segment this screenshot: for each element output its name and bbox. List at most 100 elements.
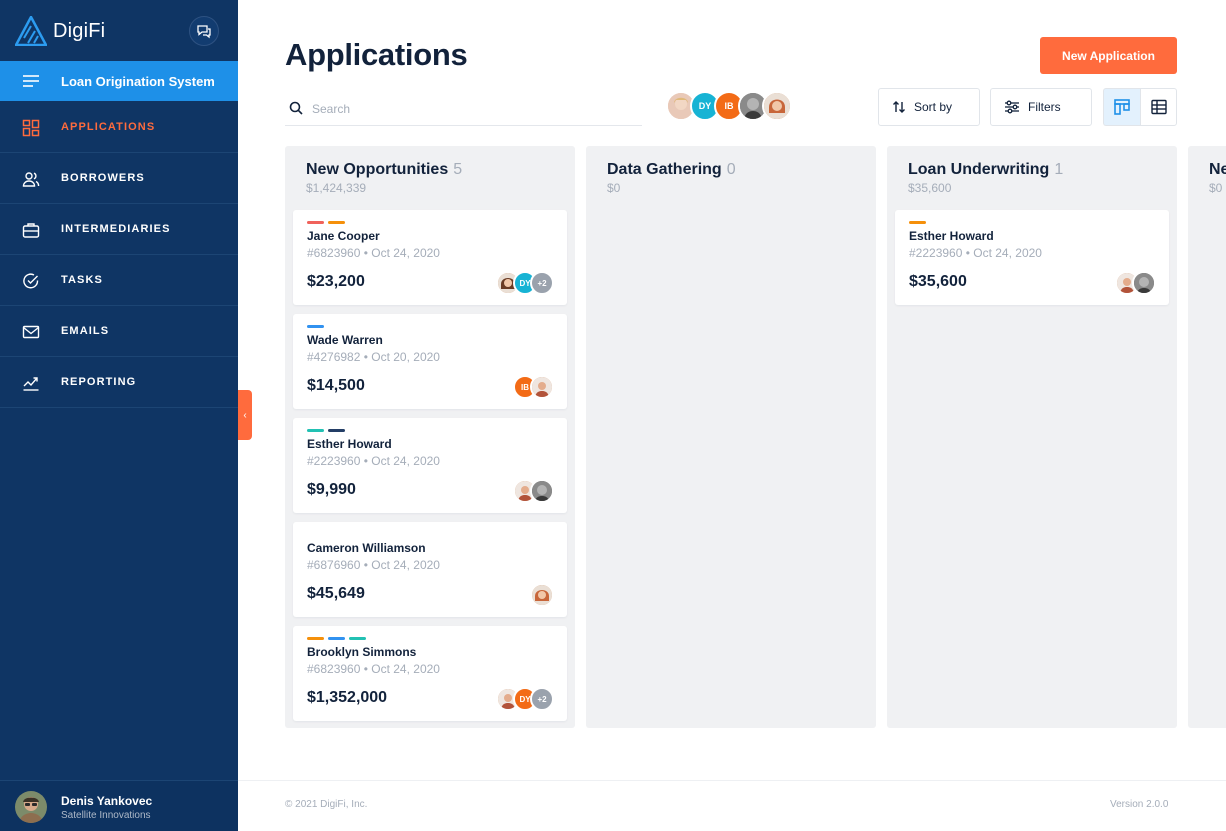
column-total: $35,600 [908,181,952,195]
avatar[interactable] [762,91,792,121]
tag [307,325,324,328]
user-company: Satellite Innovations [61,810,151,821]
table-view-toggle[interactable] [1140,88,1177,126]
tag [328,637,345,640]
column-total: $1,424,339 [306,181,367,195]
chat-icon [197,25,211,39]
grid-icon [22,119,40,137]
column-header: Ne [1209,161,1226,179]
avatar [530,375,554,399]
tag [328,221,345,224]
chart-line-icon [23,377,39,391]
card-borrower-name: Wade Warren [307,333,383,347]
application-card[interactable]: Cameron Williamson #6876960 • Oct 24, 20… [293,522,567,617]
card-meta: #2223960 • Oct 24, 2020 [909,246,1042,260]
sidebar-item-borrowers[interactable]: BORROWERS [0,153,238,204]
card-borrower-name: Esther Howard [909,229,994,243]
board-column-loan-underwriting: Loan Underwriting 1 $35,600 Esther Howard… [887,146,1177,728]
sidebar: DigiFi Loan Origination System APPLICATI… [0,0,238,831]
avatar[interactable] [738,91,768,121]
system-label: Loan Origination System [61,73,215,89]
column-title: Ne [1209,161,1226,178]
sidebar-collapse-button[interactable]: ‹ [238,390,252,440]
check-circle-icon [23,273,39,289]
board-column-next: Ne $0 [1188,146,1226,728]
user-profile[interactable]: Denis Yankovec Satellite Innovations [0,780,238,831]
table-view-icon [1150,99,1167,115]
board-view-icon [1114,99,1130,115]
chevron-left-icon: ‹ [243,409,247,421]
digifi-logo-icon [15,16,47,46]
card-tags [307,221,345,224]
tag [307,637,324,640]
column-total: $0 [1209,181,1223,195]
card-meta: #4276982 • Oct 20, 2020 [307,350,440,364]
new-application-button[interactable]: New Application [1040,37,1177,74]
board-column-new-opportunities: New Opportunities 5 $1,424,339 Jane Coope… [285,146,575,728]
application-card[interactable]: Esther Howard #2223960 • Oct 24, 2020 $9… [293,418,567,513]
tag [349,637,366,640]
column-header: New Opportunities 5 [306,161,462,179]
tag [909,221,926,224]
system-switcher[interactable]: Loan Origination System [0,61,238,101]
sort-arrows-icon [893,101,905,113]
application-card[interactable]: Jane Cooper #6823960 • Oct 24, 2020 $23,… [293,210,567,305]
footer-copyright: © 2021 DigiFi, Inc. [285,799,368,810]
column-title: Loan Underwriting [908,161,1050,178]
card-amount: $1,352,000 [307,689,388,706]
page-title: Applications [285,37,468,72]
column-count: 0 [726,161,736,178]
card-borrower-name: Brooklyn Simmons [307,645,417,659]
sidebar-item-tasks[interactable]: TASKS [0,255,238,306]
brand-name: DigiFi [53,19,106,42]
card-tags [307,429,345,432]
card-assignees [530,583,554,607]
user-avatar [15,791,47,823]
application-card[interactable]: Wade Warren #4276982 • Oct 20, 2020 $14,… [293,314,567,409]
card-assignees [1115,271,1156,295]
search-input[interactable] [312,96,632,122]
tag [307,221,324,224]
card-meta: #6823960 • Oct 24, 2020 [307,246,440,260]
board-column-clip: Ne $0 [1188,146,1226,728]
card-amount: $9,990 [307,481,356,498]
card-tags [909,221,926,224]
sidebar-item-label: EMAILS [61,325,110,337]
avatar [530,479,554,503]
column-total: $0 [607,181,621,195]
sidebar-item-intermediaries[interactable]: INTERMEDIARIES [0,204,238,255]
card-borrower-name: Cameron Williamson [307,541,426,555]
sidebar-item-applications[interactable]: APPLICATIONS [0,102,238,153]
filters-label: Filters [1028,100,1061,114]
tag [307,429,324,432]
sort-label: Sort by [914,100,953,114]
card-borrower-name: Esther Howard [307,437,392,451]
card-assignees: IB [513,375,554,399]
sidebar-item-label: APPLICATIONS [61,121,156,133]
avatar [530,583,554,607]
sidebar-item-label: REPORTING [61,376,137,388]
briefcase-icon [22,223,40,238]
search-icon [289,101,303,115]
application-card[interactable]: Brooklyn Simmons #6823960 • Oct 24, 2020… [293,626,567,721]
sidebar-item-label: BORROWERS [61,172,145,184]
sidebar-item-reporting[interactable]: REPORTING [0,357,238,408]
team-avatars[interactable]: DY IB [666,91,792,123]
column-title: New Opportunities [306,161,449,178]
column-title: Data Gathering [607,161,722,178]
card-meta: #6876960 • Oct 24, 2020 [307,558,440,572]
sidebar-item-label: INTERMEDIARIES [61,223,171,235]
sort-button[interactable]: Sort by [878,88,980,126]
column-header: Data Gathering 0 [607,161,736,179]
avatar-more: +2 [530,687,554,711]
menu-lines-icon [23,75,39,87]
column-count: 1 [1054,161,1064,178]
brand-logo[interactable]: DigiFi [15,15,105,47]
chat-button[interactable] [189,16,219,46]
application-card[interactable]: Esther Howard #2223960 • Oct 24, 2020 $3… [895,210,1169,305]
card-amount: $45,649 [307,585,365,602]
filters-button[interactable]: Filters [990,88,1092,126]
sidebar-item-emails[interactable]: EMAILS [0,306,238,357]
avatar-more: +2 [530,271,554,295]
board-view-toggle[interactable] [1103,88,1140,126]
